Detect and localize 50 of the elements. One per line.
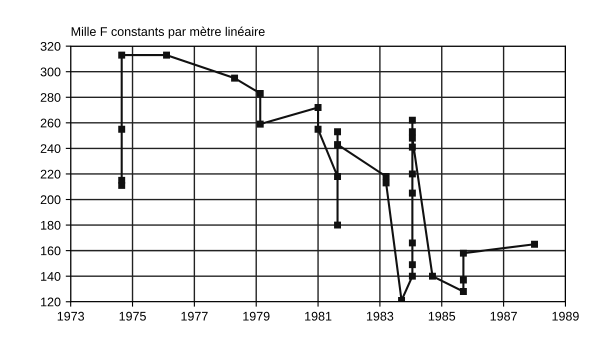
x-tick-label: 1985 bbox=[428, 312, 456, 321]
point bbox=[163, 52, 170, 59]
x-tick-label: 1987 bbox=[490, 312, 517, 321]
point bbox=[314, 126, 322, 133]
point bbox=[460, 288, 467, 295]
y-tick-label: 320 bbox=[40, 42, 60, 51]
x-tick-label: 1979 bbox=[243, 312, 270, 321]
point bbox=[460, 250, 467, 257]
point bbox=[334, 173, 342, 180]
point bbox=[408, 261, 416, 268]
y-tick-label: 160 bbox=[41, 246, 60, 256]
point bbox=[118, 176, 126, 184]
y-tick-label: 220 bbox=[40, 170, 60, 179]
y-tick-label: 180 bbox=[41, 220, 60, 230]
point bbox=[408, 239, 416, 246]
point bbox=[408, 170, 416, 178]
point bbox=[408, 134, 416, 142]
point bbox=[408, 128, 416, 136]
x-tick-label: 1977 bbox=[181, 312, 208, 321]
point bbox=[256, 90, 264, 97]
y-tick-label: 140 bbox=[41, 272, 60, 281]
point bbox=[314, 104, 322, 111]
point bbox=[334, 128, 342, 136]
point bbox=[408, 144, 416, 151]
y-axis-title: Mille F constants par mètre linéaire bbox=[72, 26, 265, 38]
x-tick-label: 1973 bbox=[58, 312, 84, 321]
y-tick-label: 200 bbox=[40, 195, 60, 204]
x-tick-label: 1983 bbox=[366, 312, 394, 321]
point bbox=[118, 126, 126, 133]
y-tick-label: 280 bbox=[40, 93, 60, 102]
point bbox=[256, 120, 264, 128]
point bbox=[429, 272, 436, 280]
y-tick-label: 120 bbox=[41, 298, 60, 306]
point bbox=[382, 173, 390, 180]
point bbox=[460, 276, 467, 284]
y-tick-label: 260 bbox=[40, 118, 60, 128]
point bbox=[334, 141, 342, 148]
point bbox=[382, 179, 390, 186]
y-tick-label: 300 bbox=[40, 68, 60, 76]
point bbox=[531, 240, 538, 248]
y-tick-label: 240 bbox=[40, 144, 60, 154]
point bbox=[231, 74, 238, 82]
x-tick-label: 1981 bbox=[305, 312, 332, 321]
point bbox=[118, 52, 126, 59]
point bbox=[408, 116, 416, 124]
x-tick-label: 1975 bbox=[120, 312, 146, 321]
x-tick-label: 1989 bbox=[552, 312, 579, 321]
point bbox=[408, 272, 416, 280]
point bbox=[408, 190, 416, 197]
point bbox=[334, 222, 342, 229]
